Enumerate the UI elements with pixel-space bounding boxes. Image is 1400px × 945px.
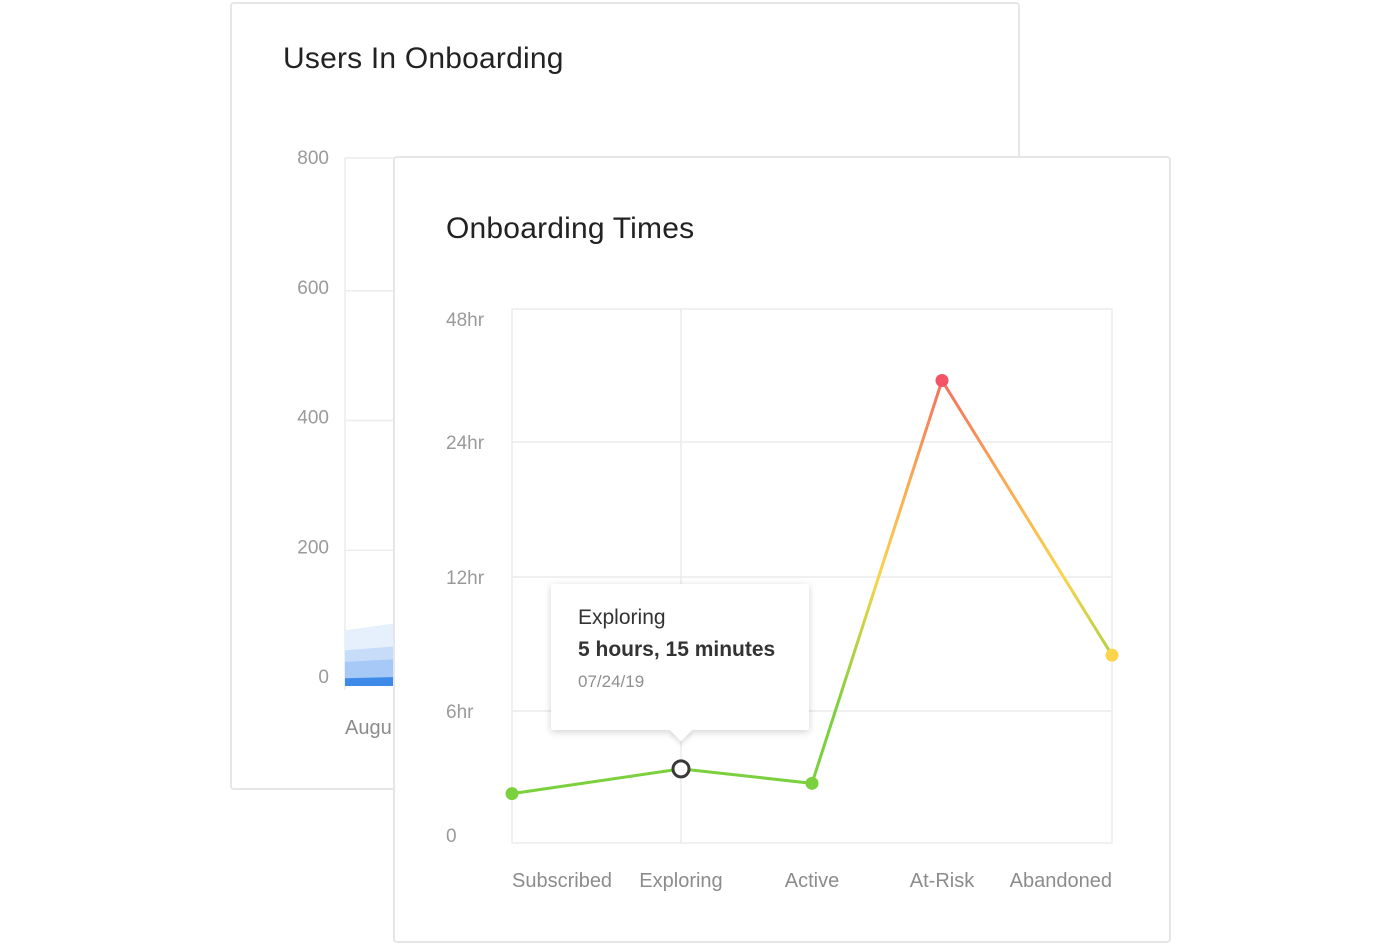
- data-point-abandoned: [1105, 648, 1119, 662]
- onboarding-times-title: Onboarding Times: [446, 212, 695, 245]
- data-point-active: [805, 776, 819, 790]
- x-tick-label: Augu: [345, 717, 392, 739]
- tooltip-value: 5 hours, 15 minutes: [578, 638, 776, 661]
- y-tick-label: 6hr: [446, 702, 474, 723]
- data-point-at-risk: [935, 374, 949, 387]
- tooltip-date: 07/24/19: [578, 672, 645, 691]
- data-point-tooltip: Exploring 5 hours, 15 minutes 07/24/19: [551, 584, 809, 730]
- data-point-exploring: [671, 759, 691, 779]
- y-tick-label: 48hr: [446, 310, 485, 331]
- y-tick-label: 200: [297, 537, 329, 558]
- x-tick-label: Active: [785, 870, 839, 892]
- x-tick-label: At-Risk: [910, 870, 975, 892]
- onboarding-times-chart: 48hr 24hr 12hr 6hr 0 Subscribed Exploring Activ…: [446, 308, 1119, 892]
- y-tick-label: 0: [446, 826, 457, 847]
- y-tick-label: 400: [297, 408, 329, 429]
- y-tick-label: 800: [297, 148, 329, 169]
- plot-area-border: [511, 308, 1113, 844]
- y-tick-label: 0: [318, 667, 329, 688]
- x-tick-label: Exploring: [639, 870, 722, 892]
- users-in-onboarding-chart: 800 600 400 200 0 Augu: [297, 148, 402, 739]
- users-in-onboarding-title: Users In Onboarding: [283, 42, 564, 75]
- y-tick-label: 12hr: [446, 568, 485, 589]
- onboarding-times-card: Onboarding Times 48hr 24hr 12hr 6hr 0 Subscri…: [393, 156, 1171, 943]
- y-tick-label: 24hr: [446, 433, 485, 454]
- x-tick-label: Abandoned: [1010, 870, 1112, 892]
- y-tick-label: 600: [297, 278, 329, 299]
- area-series-0: [345, 676, 402, 686]
- tooltip-category: Exploring: [578, 606, 666, 629]
- data-point-subscribed: [505, 787, 519, 801]
- x-tick-label: Subscribed: [512, 870, 612, 892]
